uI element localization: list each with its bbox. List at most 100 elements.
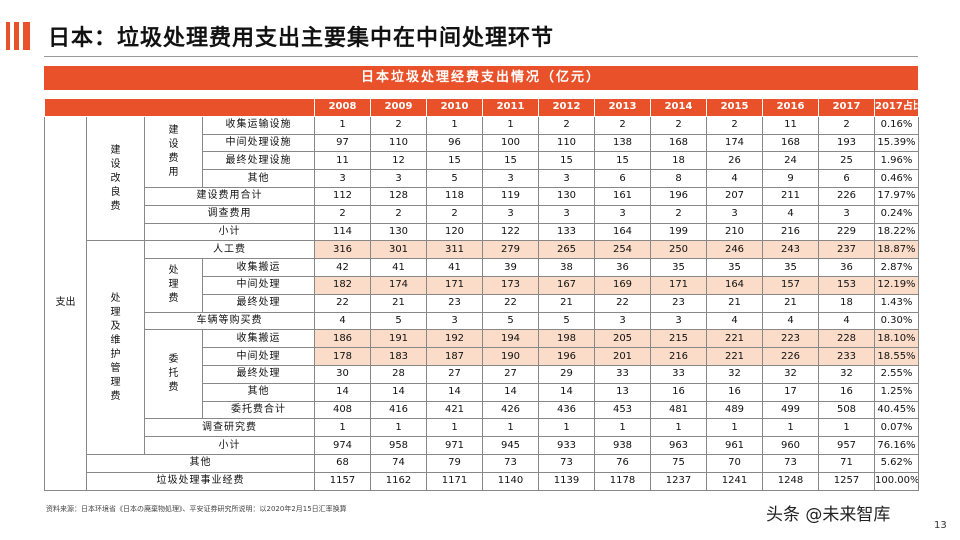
cell: 199 [650,222,707,242]
cell: 16 [706,382,763,402]
cell: 1 [314,115,371,135]
cell: 243 [762,240,819,260]
cell: 4 [314,311,371,331]
table-row: 建设费用合计 112 128 118 119 130 161 196 207 211 226 17.… [45,186,919,206]
table-row: 支出 建设改良费 建设费用 收集运输设施 1 2 1 1 2 2 2 2 11 2 0.16% [44,115,919,491]
cell: 35 [762,258,819,277]
cell: 6 [818,169,875,188]
year-header: 2010 [426,98,483,117]
cell: 16 [650,382,707,402]
cell: 2 [594,115,651,135]
cell: 945 [482,436,539,455]
cell: 18.10% [874,329,919,349]
cell: 12 [370,151,427,171]
cell: 960 [762,436,819,455]
cell: 174 [706,133,763,153]
cell: 28 [370,364,427,384]
cell: 21 [706,293,763,313]
cell: 1 [594,418,651,438]
cell: 3 [482,204,539,224]
table-row: 委托费 收集搬运 186 191 192 194 198 205 215 221 223 228 1… [45,329,919,420]
cell: 33 [650,364,707,384]
year-header: 2013 [594,98,651,117]
cell: 76 [594,453,651,473]
cell: 183 [370,347,427,366]
cell: 153 [818,275,875,295]
cell: 112 [314,186,371,206]
cell: 21 [538,293,595,313]
category-zhichu: 支出 [44,115,87,491]
cell: 223 [762,329,819,349]
cell: 38 [538,258,595,277]
cell: 0.07% [874,418,919,438]
cell: 32 [706,364,763,384]
cell: 1237 [650,471,707,491]
table-row: 小计 114 130 120 122 133 164 199 210 216 229 18.22% [45,222,919,242]
expense-table: 2008 2009 2010 2011 2012 2013 2014 2015 … [44,98,919,491]
year-header: 2015 [706,98,763,117]
cell: 138 [594,133,651,153]
cell: 2 [314,204,371,224]
group-chuli: 处理及维护管理费 [86,240,145,455]
cell: 25 [818,151,875,171]
table-row: 处理及维护管理费 人工费 316 301 311 279 265 254 250 246 243… [45,240,919,455]
cell: 1 [818,418,875,438]
cell: 974 [314,436,371,455]
cell: 35 [706,258,763,277]
cell: 2 [818,115,875,135]
cell: 1 [650,418,707,438]
cell: 14 [370,382,427,402]
cell: 120 [426,222,483,242]
cell: 41 [370,258,427,277]
cell: 15 [482,151,539,171]
cell: 39 [482,258,539,277]
cell: 194 [482,329,539,349]
cell: 161 [594,186,651,206]
cell: 22 [594,293,651,313]
cell: 6 [594,169,651,188]
sub-jianshe: 建设费用 [144,115,203,188]
cell: 164 [594,222,651,242]
year-header: 2016 [762,98,819,117]
cell: 198 [538,329,595,349]
cell: 110 [538,133,595,153]
page-title: 日本：垃圾处理费用支出主要集中在中间处理环节 [48,25,555,51]
cell: 0.30% [874,311,919,331]
cell: 226 [762,347,819,366]
cell: 26 [706,151,763,171]
cell: 15 [594,151,651,171]
cell: 167 [538,275,595,295]
cell: 32 [818,364,875,384]
cell: 40.45% [874,400,919,420]
row-label: 垃圾处理事业经费 [86,471,315,491]
cell: 311 [426,240,483,260]
row-label: 收集运输设施 [202,115,315,135]
cell: 481 [650,400,707,420]
table-row: 中间处理设施 97 110 96 100 110 138 168 174 168 193 15.39… [45,133,919,153]
source-note: 资料来源：日本环境省《日本の廃棄物処理》、平安证券研究所说明：以2020年2月1… [46,505,347,513]
cell: 233 [818,347,875,366]
year-header: 2012 [538,98,595,117]
cell: 191 [370,329,427,349]
cell: 3 [314,169,371,188]
row-label: 小计 [144,222,315,242]
cell: 14 [426,382,483,402]
cell: 27 [426,364,483,384]
cell: 1 [538,418,595,438]
cell: 18.87% [874,240,919,260]
row-label: 收集搬运 [202,258,315,277]
cell: 128 [370,186,427,206]
cell: 110 [370,133,427,153]
cell: 957 [818,436,875,455]
cell: 254 [594,240,651,260]
cell: 68 [314,453,371,473]
cell: 938 [594,436,651,455]
cell: 408 [314,400,371,420]
cell: 79 [426,453,483,473]
row-label: 调查研究费 [144,418,315,438]
cell: 499 [762,400,819,420]
cell: 2 [538,115,595,135]
cell: 32 [762,364,819,384]
cell: 100.00% [874,471,919,491]
cell: 168 [650,133,707,153]
